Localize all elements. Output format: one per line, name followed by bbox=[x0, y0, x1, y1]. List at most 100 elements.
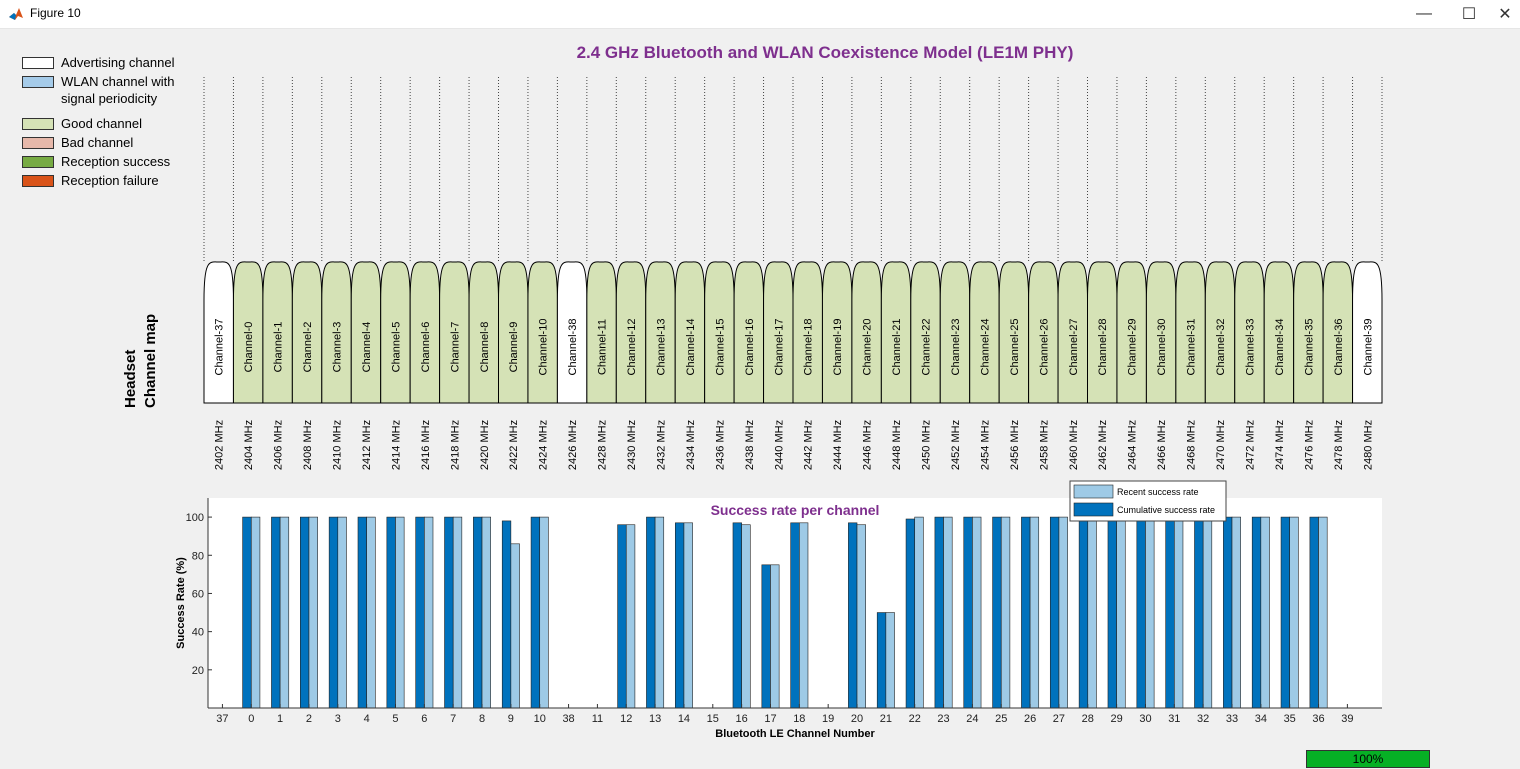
channel-label: Channel-28 bbox=[1097, 319, 1109, 376]
cumulative-bar bbox=[415, 516, 425, 709]
cumulative-bar bbox=[1021, 516, 1031, 709]
chart-legend: Recent success rate Cumulative success ra… bbox=[1069, 480, 1227, 522]
x-tick-label: 6 bbox=[421, 713, 427, 725]
recent-bar bbox=[366, 516, 376, 709]
cumulative-bar bbox=[761, 564, 771, 709]
x-tick-label: 4 bbox=[364, 713, 370, 725]
frequency-label: 2424 MHz bbox=[538, 420, 550, 470]
frequency-label: 2404 MHz bbox=[243, 420, 255, 470]
recent-bar bbox=[885, 612, 895, 709]
x-tick-label: 39 bbox=[1341, 713, 1353, 725]
channel-label: Channel-31 bbox=[1186, 319, 1198, 376]
channel-label: Channel-4 bbox=[361, 322, 373, 373]
channel-label: Channel-16 bbox=[744, 319, 756, 376]
channel-label: Channel-29 bbox=[1127, 319, 1139, 376]
x-tick-label: 32 bbox=[1197, 713, 1209, 725]
frequency-label: 2428 MHz bbox=[597, 420, 609, 470]
x-tick-label: 12 bbox=[620, 713, 632, 725]
frequency-label: 2442 MHz bbox=[803, 420, 815, 470]
channel-map-axes: Channel-37 2402 MHz Channel-0 2404 MHz Chann… bbox=[203, 77, 1383, 470]
cumulative-bar bbox=[1049, 516, 1060, 709]
y-tick-label: 60 bbox=[192, 588, 204, 600]
cumulative-bar bbox=[271, 516, 281, 709]
minimize-button[interactable]: — bbox=[1401, 0, 1447, 28]
frequency-label: 2452 MHz bbox=[950, 420, 962, 470]
legend-label: Reception success bbox=[61, 154, 171, 169]
y-tick-label: 40 bbox=[192, 627, 204, 639]
recent-bar bbox=[452, 516, 463, 709]
frequency-label: 2432 MHz bbox=[655, 420, 667, 470]
recent-bar bbox=[856, 524, 866, 709]
chart-legend-label: Cumulative success rate bbox=[1117, 505, 1215, 515]
frequency-label: 2448 MHz bbox=[891, 420, 903, 470]
close-button[interactable]: ✕ bbox=[1490, 0, 1520, 28]
recent-bar bbox=[914, 516, 924, 709]
window-title: Figure 10 bbox=[30, 6, 81, 20]
recent-bar bbox=[1318, 516, 1328, 709]
cumulative-bar bbox=[617, 524, 627, 709]
channel-label: Channel-30 bbox=[1156, 319, 1168, 376]
frequency-label: 2474 MHz bbox=[1274, 420, 1286, 470]
y-tick-label: 20 bbox=[192, 665, 204, 677]
x-tick-label: 34 bbox=[1255, 713, 1267, 725]
frequency-label: 2460 MHz bbox=[1068, 420, 1080, 470]
matlab-icon bbox=[8, 6, 24, 22]
channel-label: Channel-18 bbox=[803, 319, 815, 376]
title-bar: Figure 10 — ☐ ✕ bbox=[0, 0, 1520, 29]
cumulative-bar bbox=[674, 522, 685, 709]
x-tick-label: 8 bbox=[479, 713, 485, 725]
frequency-label: 2446 MHz bbox=[862, 420, 874, 470]
recent-bar bbox=[1000, 516, 1011, 709]
frequency-label: 2462 MHz bbox=[1097, 420, 1109, 470]
channel-label: Channel-6 bbox=[420, 322, 432, 373]
frequency-label: 2434 MHz bbox=[685, 420, 697, 470]
x-axis-label: Bluetooth LE Channel Number bbox=[715, 728, 875, 740]
x-tick-label: 13 bbox=[649, 713, 661, 725]
frequency-label: 2476 MHz bbox=[1303, 420, 1315, 470]
channel-label: Channel-7 bbox=[449, 322, 461, 373]
recent-bar bbox=[1174, 516, 1184, 709]
legend-label: Advertising channel bbox=[61, 55, 175, 70]
x-tick-label: 26 bbox=[1024, 713, 1036, 725]
recent-bar bbox=[1231, 516, 1241, 709]
channel-label: Channel-39 bbox=[1362, 319, 1374, 376]
channel-label: Channel-15 bbox=[714, 319, 726, 376]
frequency-label: 2456 MHz bbox=[1009, 420, 1021, 470]
frequency-label: 2414 MHz bbox=[390, 420, 402, 470]
channel-label: Channel-8 bbox=[479, 322, 491, 373]
x-tick-label: 24 bbox=[966, 713, 978, 725]
channel-label: Channel-1 bbox=[273, 322, 285, 373]
y-tick-label: 80 bbox=[192, 550, 204, 562]
frequency-label: 2418 MHz bbox=[449, 420, 461, 470]
recent-bar bbox=[1058, 516, 1068, 709]
channel-label: Channel-37 bbox=[214, 319, 226, 376]
figure-title: 2.4 GHz Bluetooth and WLAN Coexistence M… bbox=[576, 43, 1074, 62]
channel-label: Channel-32 bbox=[1215, 319, 1227, 376]
cumulative-bar bbox=[1280, 516, 1290, 709]
frequency-label: 2402 MHz bbox=[214, 420, 226, 470]
recent-bar bbox=[943, 516, 953, 709]
x-tick-label: 5 bbox=[392, 713, 398, 725]
recent-bar bbox=[539, 516, 549, 709]
frequency-label: 2468 MHz bbox=[1186, 420, 1198, 470]
chart-legend-label: Recent success rate bbox=[1117, 487, 1199, 497]
minimize-icon: — bbox=[1416, 5, 1432, 22]
recent-bar bbox=[424, 516, 434, 709]
cumulative-bar bbox=[876, 612, 887, 709]
recent-bar bbox=[481, 516, 491, 709]
maximize-button[interactable]: ☐ bbox=[1446, 0, 1492, 28]
x-tick-label: 16 bbox=[736, 713, 748, 725]
x-tick-label: 15 bbox=[707, 713, 719, 725]
x-tick-label: 37 bbox=[216, 713, 228, 725]
legend-swatch bbox=[22, 118, 54, 130]
recent-bar bbox=[1029, 516, 1040, 709]
cumulative-bar bbox=[1194, 516, 1204, 709]
channel-label: Channel-11 bbox=[597, 319, 609, 375]
recent-bar bbox=[308, 516, 318, 709]
frequency-label: 2480 MHz bbox=[1362, 420, 1374, 470]
x-tick-label: 2 bbox=[306, 713, 312, 725]
channel-label: Channel-9 bbox=[508, 322, 520, 373]
x-tick-label: 0 bbox=[248, 713, 254, 725]
channel-label: Channel-5 bbox=[390, 322, 402, 373]
